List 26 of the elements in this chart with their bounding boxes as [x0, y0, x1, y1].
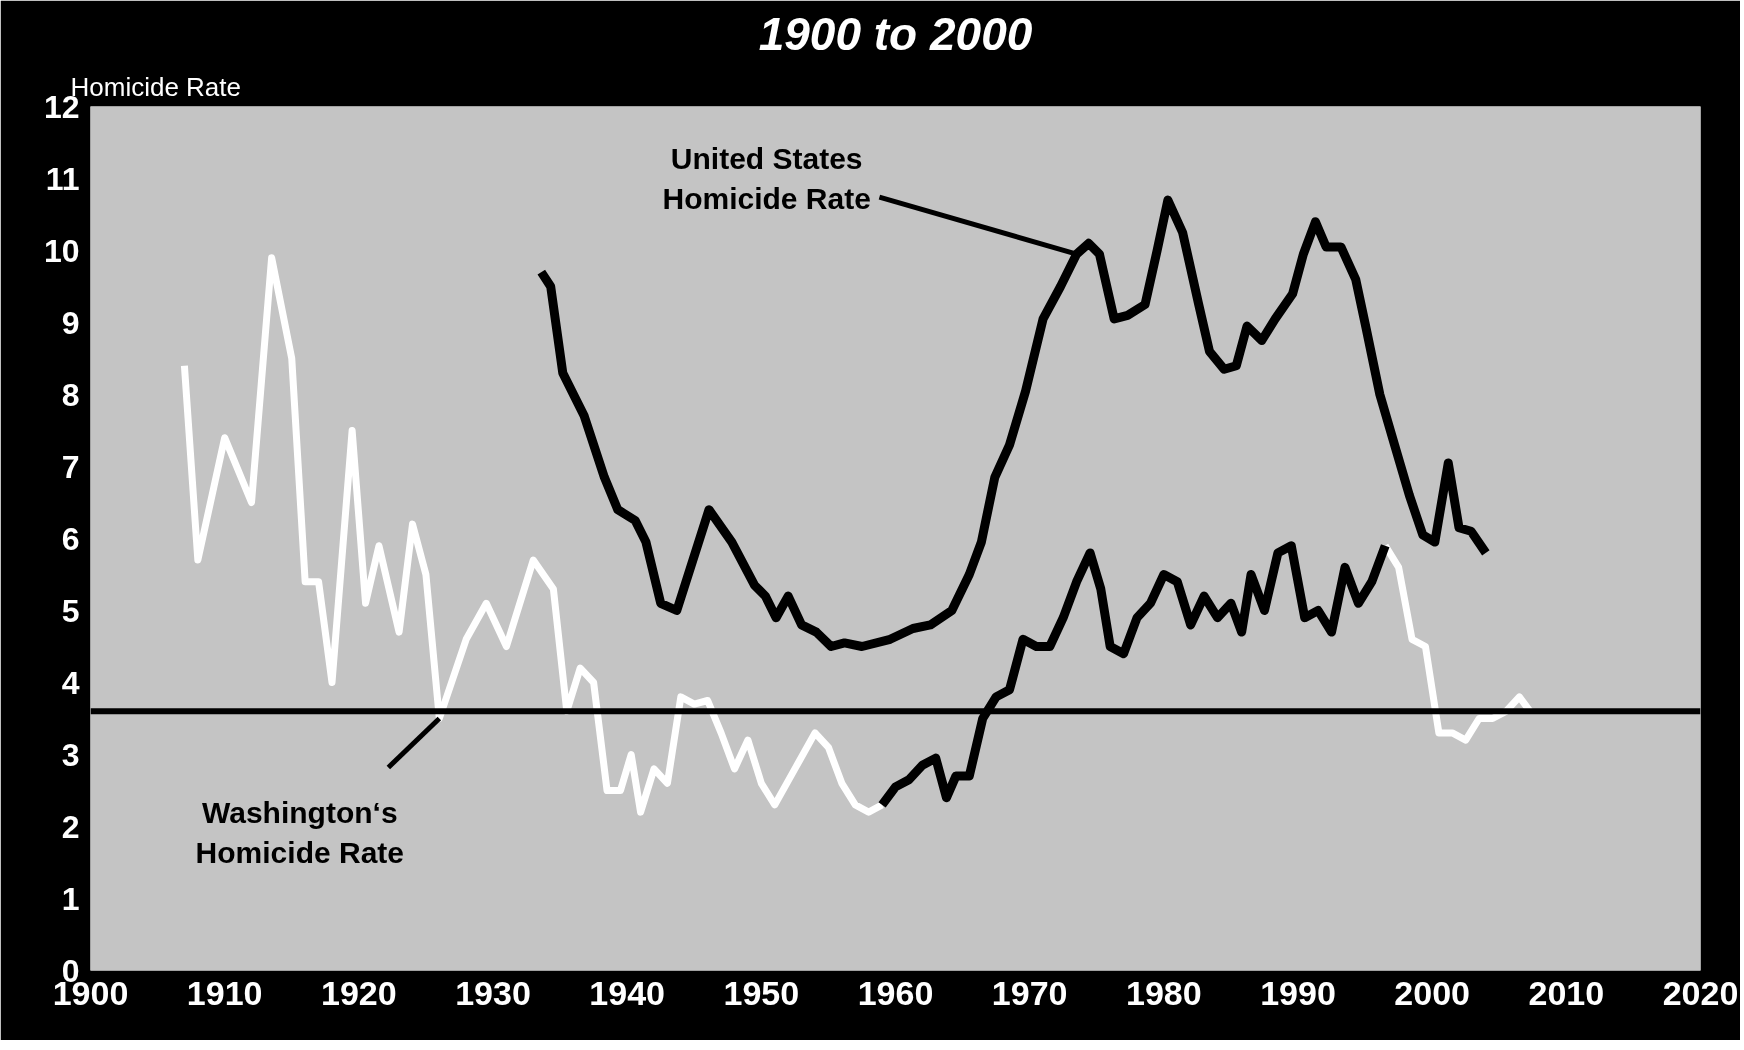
- y-tick-label: 1: [61, 880, 80, 917]
- x-tick-label: 1940: [589, 973, 665, 1012]
- chart-title: 1900 to 2000: [758, 7, 1033, 60]
- x-tick-label: 2020: [1662, 973, 1739, 1012]
- y-tick-label: 10: [43, 232, 80, 269]
- y-tick-label: 8: [61, 376, 80, 413]
- x-tick-label: 1910: [186, 973, 263, 1012]
- y-tick-label: 9: [61, 304, 80, 341]
- x-tick-label: 2000: [1394, 973, 1470, 1012]
- y-tick-label: 6: [61, 520, 80, 557]
- x-tick-label: 1920: [321, 973, 397, 1012]
- y-tick-label: 3: [61, 736, 80, 773]
- y-tick-label: 5: [61, 592, 80, 629]
- annotation: United States Homicide Rate: [662, 141, 871, 215]
- y-tick-label: 2: [61, 808, 80, 845]
- x-tick-label: 1960: [857, 973, 934, 1012]
- y-tick-label: 4: [61, 664, 80, 701]
- x-tick-label: 1950: [723, 973, 800, 1012]
- y-tick-label: 11: [45, 160, 80, 197]
- x-tick-label: 1970: [991, 973, 1068, 1012]
- x-tick-label: 1990: [1260, 973, 1336, 1012]
- x-tick-label: 2010: [1528, 973, 1605, 1012]
- y-tick-label: 7: [61, 448, 80, 485]
- annotation: Washington‘s Homicide Rate: [195, 795, 404, 869]
- x-tick-label: 1930: [455, 973, 531, 1012]
- x-tick-label: 1980: [1126, 973, 1202, 1012]
